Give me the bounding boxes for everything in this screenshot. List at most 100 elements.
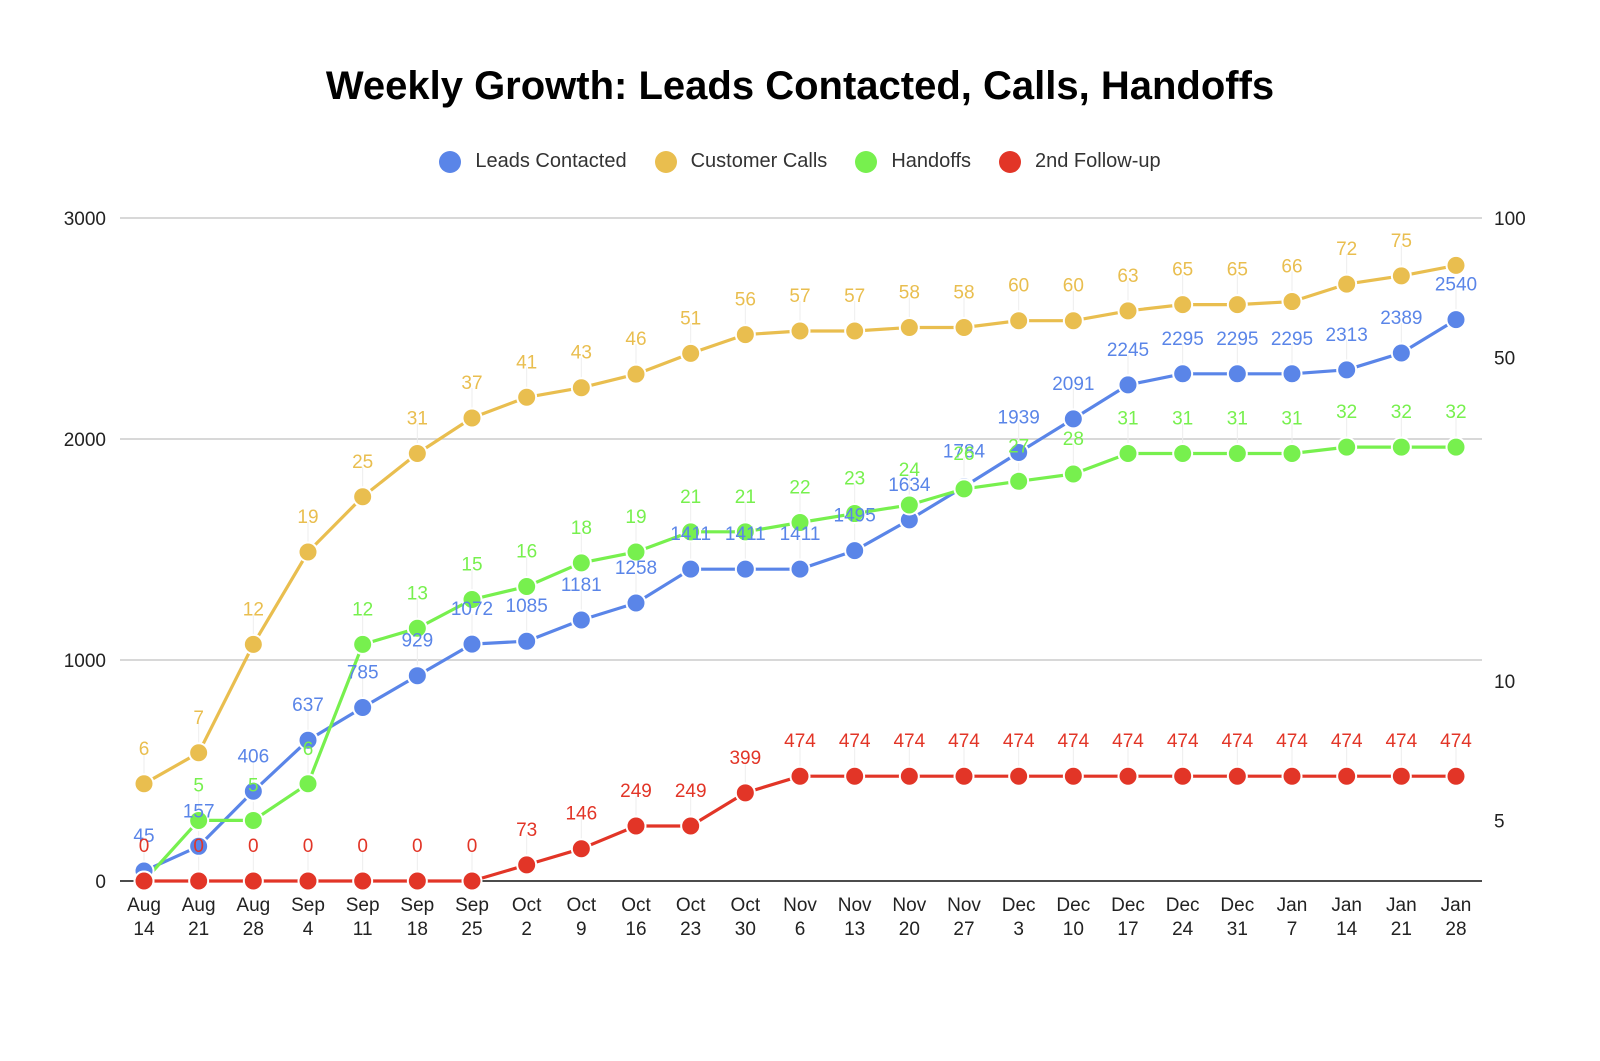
data-label-2nd-follow-up: 474 xyxy=(948,731,980,752)
data-point-2nd-follow-up xyxy=(789,765,811,787)
data-point-handoffs xyxy=(1281,443,1303,465)
x-tick-label-day: 11 xyxy=(353,919,373,940)
data-label-leads-contacted: 2389 xyxy=(1380,308,1422,329)
data-point-customer-calls xyxy=(188,742,210,764)
data-label-leads-contacted: 406 xyxy=(237,746,269,767)
data-label-2nd-follow-up: 474 xyxy=(784,731,816,752)
data-label-2nd-follow-up: 0 xyxy=(412,836,423,857)
data-label-leads-contacted: 1495 xyxy=(834,506,876,527)
data-label-2nd-follow-up: 474 xyxy=(1003,731,1035,752)
data-label-handoffs: 21 xyxy=(680,487,701,508)
data-point-leads-contacted xyxy=(1226,363,1248,385)
data-point-customer-calls xyxy=(1390,265,1412,287)
data-label-handoffs: 26 xyxy=(953,444,974,465)
data-point-customer-calls xyxy=(844,320,866,342)
data-label-2nd-follow-up: 474 xyxy=(1167,731,1199,752)
data-point-customer-calls xyxy=(789,320,811,342)
data-label-handoffs: 15 xyxy=(461,555,482,576)
x-tick-label-day: 31 xyxy=(1227,919,1248,940)
left-tick-label: 3000 xyxy=(64,209,106,230)
x-tick-label-day: 7 xyxy=(1287,919,1298,940)
data-point-handoffs xyxy=(1390,436,1412,458)
data-point-2nd-follow-up xyxy=(680,815,702,837)
data-point-2nd-follow-up xyxy=(406,870,428,892)
data-point-customer-calls xyxy=(1336,273,1358,295)
x-tick-label-day: 25 xyxy=(461,919,482,940)
data-label-handoffs: 21 xyxy=(735,487,756,508)
data-label-leads-contacted: 1181 xyxy=(561,575,602,596)
data-label-leads-contacted: 2245 xyxy=(1107,340,1149,361)
data-point-handoffs xyxy=(188,809,210,831)
data-point-customer-calls xyxy=(625,363,647,385)
data-point-handoffs xyxy=(1445,436,1467,458)
data-label-handoffs: 31 xyxy=(1172,409,1193,430)
data-point-leads-contacted xyxy=(297,729,319,751)
x-tick-label-month: Dec xyxy=(1002,895,1036,916)
data-point-2nd-follow-up xyxy=(898,765,920,787)
data-label-2nd-follow-up: 249 xyxy=(675,781,707,802)
data-label-customer-calls: 56 xyxy=(735,290,756,311)
data-label-handoffs: 18 xyxy=(571,518,592,539)
data-point-handoffs xyxy=(789,511,811,533)
left-tick-label: 1000 xyxy=(64,651,106,672)
data-label-handoffs: 32 xyxy=(1336,402,1357,423)
data-label-leads-contacted: 1072 xyxy=(451,599,493,620)
left-tick-label: 2000 xyxy=(64,430,106,451)
data-point-customer-calls xyxy=(1445,254,1467,276)
data-label-handoffs: 31 xyxy=(1117,409,1138,430)
data-point-handoffs xyxy=(680,521,702,543)
data-label-customer-calls: 6 xyxy=(139,739,150,760)
data-point-customer-calls xyxy=(1226,294,1248,316)
data-point-handoffs xyxy=(461,589,483,611)
legend-label-handoffs: Handoffs xyxy=(891,150,971,172)
data-point-leads-contacted xyxy=(680,558,702,580)
x-tick-label-month: Oct xyxy=(512,895,542,916)
chart-title: Weekly Growth: Leads Contacted, Calls, H… xyxy=(325,64,1275,108)
data-point-handoffs xyxy=(1172,443,1194,465)
data-label-customer-calls: 63 xyxy=(1117,266,1138,287)
data-label-customer-calls: 58 xyxy=(899,283,920,304)
data-label-2nd-follow-up: 474 xyxy=(1385,731,1417,752)
x-tick-label-day: 20 xyxy=(899,919,920,940)
x-tick-label-day: 2 xyxy=(521,919,532,940)
data-point-handoffs xyxy=(1336,436,1358,458)
data-point-leads-contacted xyxy=(242,780,264,802)
data-point-leads-contacted xyxy=(734,558,756,580)
x-tick-label-month: Sep xyxy=(400,895,434,916)
data-label-leads-contacted: 1411 xyxy=(670,524,711,545)
legend-item-handoffs[interactable]: Handoffs xyxy=(855,150,971,173)
data-label-2nd-follow-up: 474 xyxy=(1112,731,1144,752)
legend-dot-2nd-follow-up xyxy=(999,150,1021,173)
legend-label-customer-calls: Customer Calls xyxy=(690,150,828,172)
x-tick-label-month: Sep xyxy=(291,895,325,916)
data-label-2nd-follow-up: 474 xyxy=(1057,731,1089,752)
data-point-handoffs xyxy=(516,576,538,598)
data-point-handoffs xyxy=(242,809,264,831)
data-label-leads-contacted: 2313 xyxy=(1326,325,1368,346)
data-label-customer-calls: 57 xyxy=(844,286,865,307)
x-tick-label-day: 4 xyxy=(303,919,314,940)
data-label-leads-contacted: 2295 xyxy=(1216,329,1258,350)
x-tick-label-month: Dec xyxy=(1056,895,1090,916)
data-point-customer-calls xyxy=(680,342,702,364)
data-point-leads-contacted xyxy=(1172,363,1194,385)
legend-item-leads-contacted[interactable]: Leads Contacted xyxy=(439,150,627,173)
data-point-leads-contacted xyxy=(1062,408,1084,430)
data-label-customer-calls: 37 xyxy=(461,373,482,394)
data-point-handoffs xyxy=(1226,443,1248,465)
data-point-handoffs xyxy=(898,494,920,516)
legend-item-customer-calls[interactable]: Customer Calls xyxy=(654,150,828,173)
data-point-customer-calls xyxy=(1117,300,1139,322)
data-point-leads-contacted xyxy=(516,630,538,652)
x-tick-label-month: Sep xyxy=(346,895,380,916)
data-label-leads-contacted: 157 xyxy=(183,801,215,822)
right-tick-label: 50 xyxy=(1494,348,1515,369)
x-tick-label-day: 18 xyxy=(407,919,428,940)
data-label-customer-calls: 65 xyxy=(1227,260,1248,281)
x-tick-label-day: 10 xyxy=(1063,919,1084,940)
series-line-leads-contacted xyxy=(143,318,1457,873)
legend-item-2nd-follow-up[interactable]: 2nd Follow-up xyxy=(999,150,1161,173)
data-point-handoffs xyxy=(734,521,756,543)
data-label-handoffs: 23 xyxy=(844,469,865,490)
